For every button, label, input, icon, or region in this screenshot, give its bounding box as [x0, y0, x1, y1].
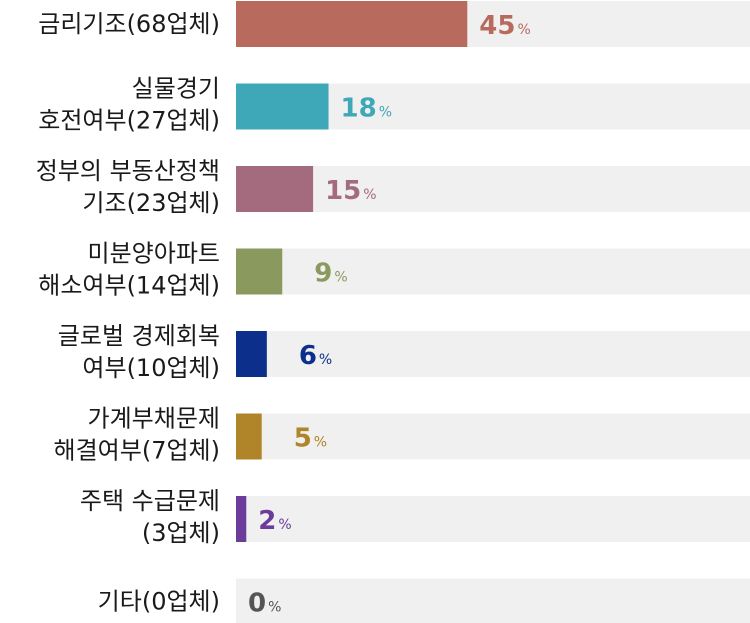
- bar-track: [236, 248, 750, 295]
- value-number: 18: [341, 94, 377, 124]
- value-unit: %: [319, 352, 332, 368]
- value-unit: %: [517, 22, 530, 38]
- category-label-line: 여부(10업체): [82, 354, 220, 382]
- category-label-line: 정부의 부동산정책: [36, 157, 220, 185]
- bar: [236, 331, 267, 377]
- value-label: 6%: [299, 341, 332, 371]
- value-number: 0: [248, 589, 266, 619]
- value-unit: %: [314, 435, 327, 451]
- bar: [236, 413, 262, 460]
- value-number: 5: [294, 424, 312, 454]
- value-label: 0%: [248, 589, 281, 619]
- value-label: 2%: [258, 506, 291, 536]
- value-unit: %: [278, 517, 291, 533]
- value-number: 9: [314, 259, 332, 289]
- bar-track: [236, 331, 750, 377]
- category-label-line: 글로벌 경제회복: [58, 322, 220, 350]
- category-label-line: 해결여부(7업체): [54, 437, 220, 465]
- value-unit: %: [379, 105, 392, 121]
- value-unit: %: [268, 600, 281, 616]
- bar: [236, 83, 329, 130]
- value-label: 9%: [314, 259, 347, 289]
- bar-track: [236, 413, 750, 460]
- value-label: 18%: [341, 94, 393, 124]
- category-label-line: 기조(23업체): [82, 189, 220, 217]
- bar-row: 주택 수급문제 (3업체) 2%: [80, 487, 750, 547]
- value-label: 5%: [294, 424, 327, 454]
- category-label-line: (3업체): [142, 519, 220, 547]
- category-label-line: 가계부채문제: [88, 405, 220, 433]
- bar-row: 금리기조(68업체) 45%: [38, 1, 750, 47]
- bar: [236, 1, 468, 47]
- bar-track: [236, 496, 750, 542]
- category-label-line: 기타(0업체): [98, 588, 220, 616]
- value-label: 15%: [325, 176, 377, 206]
- bar: [236, 248, 283, 295]
- bar: [236, 496, 247, 542]
- category-label-line: 금리기조(68업체): [38, 10, 220, 38]
- category-label-line: 미분양아파트: [88, 240, 220, 268]
- value-number: 15: [325, 176, 361, 206]
- chart-rows: 금리기조(68업체) 45 %실물경기 호전여부(27업체) 18 %정부의 부동산정책 기…: [36, 1, 750, 623]
- value-number: 45: [479, 11, 515, 41]
- category-label-line: 실물경기: [132, 75, 220, 103]
- bar: [236, 166, 314, 212]
- category-label: 주택 수급문제 (3업체): [80, 487, 220, 547]
- value-label: 45%: [479, 11, 531, 41]
- value-unit: %: [363, 187, 376, 203]
- bar-track: [236, 578, 750, 623]
- category-label-line: 호전여부(27업체): [38, 107, 220, 135]
- bar-row: 기타(0업체) 0%: [98, 578, 750, 623]
- value-number: 2: [258, 506, 276, 536]
- category-label: 금리기조(68업체): [38, 10, 220, 38]
- value-unit: %: [334, 270, 347, 286]
- value-number: 6: [299, 341, 317, 371]
- bar-track: [236, 166, 750, 212]
- category-label-line: 주택 수급문제: [80, 487, 220, 515]
- category-label-line: 해소여부(14업체): [38, 272, 220, 300]
- category-label: 기타(0업체): [98, 588, 220, 616]
